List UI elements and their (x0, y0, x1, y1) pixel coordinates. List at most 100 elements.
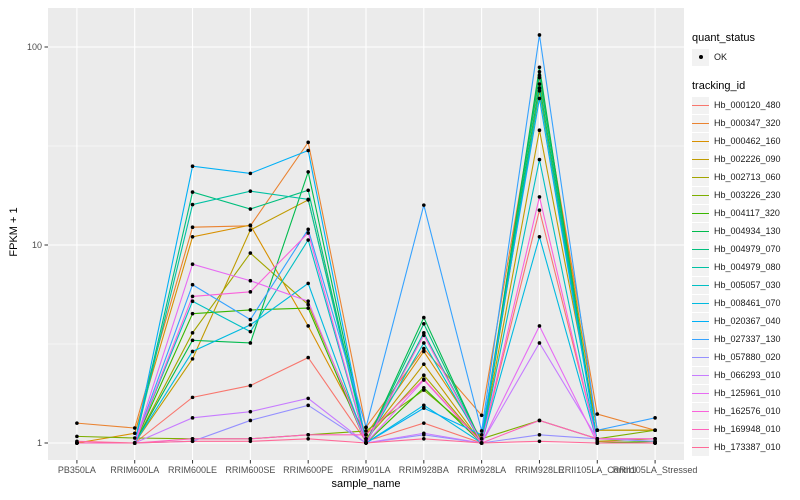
data-point (306, 238, 310, 242)
legend-item-label: Hb_004979_070 (714, 244, 781, 254)
legend-key-line (692, 420, 709, 438)
line-swatch-icon (692, 104, 709, 106)
data-point (422, 437, 426, 441)
legend-quant-status-items: OK (692, 48, 800, 66)
data-point (190, 164, 195, 169)
data-point (248, 439, 253, 444)
point-icon (698, 55, 703, 59)
data-point (306, 227, 310, 232)
data-point (306, 188, 310, 193)
x-axis-title: sample_name (331, 478, 401, 490)
legend: quant_status OK tracking_id Hb_000120_48… (692, 30, 800, 456)
data-point (306, 396, 310, 401)
x-tick-label: RRIM600SE (225, 465, 276, 475)
data-point (479, 413, 484, 418)
legend-tracking-id-items: Hb_000120_480 Hb_000347_320 Hb_000462_160 H… (692, 96, 800, 456)
data-point (537, 65, 542, 70)
data-point (306, 197, 310, 202)
data-point (248, 223, 253, 227)
x-tick-label: RRIM600LE (168, 465, 218, 475)
data-point (422, 373, 426, 378)
data-point (422, 346, 426, 351)
data-point (595, 412, 600, 416)
data-point (190, 357, 195, 361)
line-swatch-icon (692, 320, 709, 322)
data-point (653, 428, 657, 433)
data-point (190, 235, 195, 239)
line-swatch-icon (692, 212, 709, 214)
line-swatch-icon (692, 392, 709, 394)
data-point (653, 437, 657, 441)
x-tick-label: RRIM901LA (341, 465, 391, 475)
x-tick-label: RRIM600PE (283, 465, 334, 475)
data-point (132, 426, 137, 430)
data-point (537, 195, 542, 199)
data-point (364, 425, 368, 430)
legend-key-line (692, 384, 709, 402)
line-swatch-icon (692, 248, 709, 250)
y-tick-label: 1 (36, 437, 42, 448)
data-point (132, 431, 137, 436)
data-point (306, 231, 310, 235)
data-point (537, 128, 542, 133)
data-point (537, 33, 542, 37)
data-point (422, 315, 426, 320)
line-swatch-icon (692, 266, 709, 268)
legend-item-Hb_000120_480: Hb_000120_480 (692, 96, 800, 114)
data-point (479, 433, 484, 437)
data-point (190, 311, 195, 316)
data-point (422, 406, 426, 410)
legend-item-Hb_000462_160: Hb_000462_160 (692, 132, 800, 150)
legend-item-Hb_004117_320: Hb_004117_320 (692, 204, 800, 222)
y-tick-label: 100 (26, 41, 42, 52)
legend-key-line (692, 222, 709, 240)
data-point (190, 331, 195, 335)
data-point (248, 207, 253, 211)
legend-key-line (692, 312, 709, 330)
data-point (248, 418, 253, 423)
line-swatch-icon (692, 230, 709, 232)
legend-key-line (692, 294, 709, 312)
data-point (190, 395, 195, 400)
data-point (364, 441, 368, 445)
legend-item-Hb_169948_010: Hb_169948_010 (692, 420, 800, 438)
legend-item-label: Hb_162576_010 (714, 406, 781, 416)
data-point (306, 281, 310, 286)
line-swatch-icon (692, 410, 709, 412)
legend-item-Hb_066293_010: Hb_066293_010 (692, 366, 800, 384)
data-point (306, 140, 310, 145)
data-point (248, 290, 253, 294)
data-point (479, 429, 484, 433)
data-point (248, 228, 253, 232)
data-point (248, 323, 253, 327)
data-point (248, 251, 253, 255)
data-point (537, 235, 542, 239)
legend-item-label: Hb_066293_010 (714, 370, 781, 380)
legend-item-label: Hb_173387_010 (714, 442, 781, 452)
legend-key-line (692, 240, 709, 258)
data-point (248, 383, 253, 388)
legend-item-label: OK (714, 52, 728, 62)
legend-item-label: Hb_008461_070 (714, 298, 781, 308)
legend-item-label: Hb_000347_320 (714, 118, 781, 128)
x-tick-label: RRII105LA_Stressed (612, 465, 698, 475)
x-tick-label: PB350LA (57, 465, 96, 475)
data-point (248, 341, 253, 345)
data-point (537, 439, 542, 444)
data-point (248, 308, 253, 312)
data-point (190, 294, 195, 299)
legend-key-line (692, 150, 709, 168)
data-point (364, 433, 368, 437)
data-point (422, 421, 426, 425)
legend-item-label: Hb_003226_230 (714, 190, 781, 200)
data-point (132, 441, 137, 445)
data-point (422, 341, 426, 345)
legend-title-tracking-id: tracking_id (692, 80, 746, 92)
data-point (190, 437, 195, 441)
line-swatch-icon (692, 446, 709, 448)
data-point (248, 409, 253, 414)
data-point (422, 403, 426, 408)
y-axis-title: FPKM + 1 (8, 207, 20, 257)
